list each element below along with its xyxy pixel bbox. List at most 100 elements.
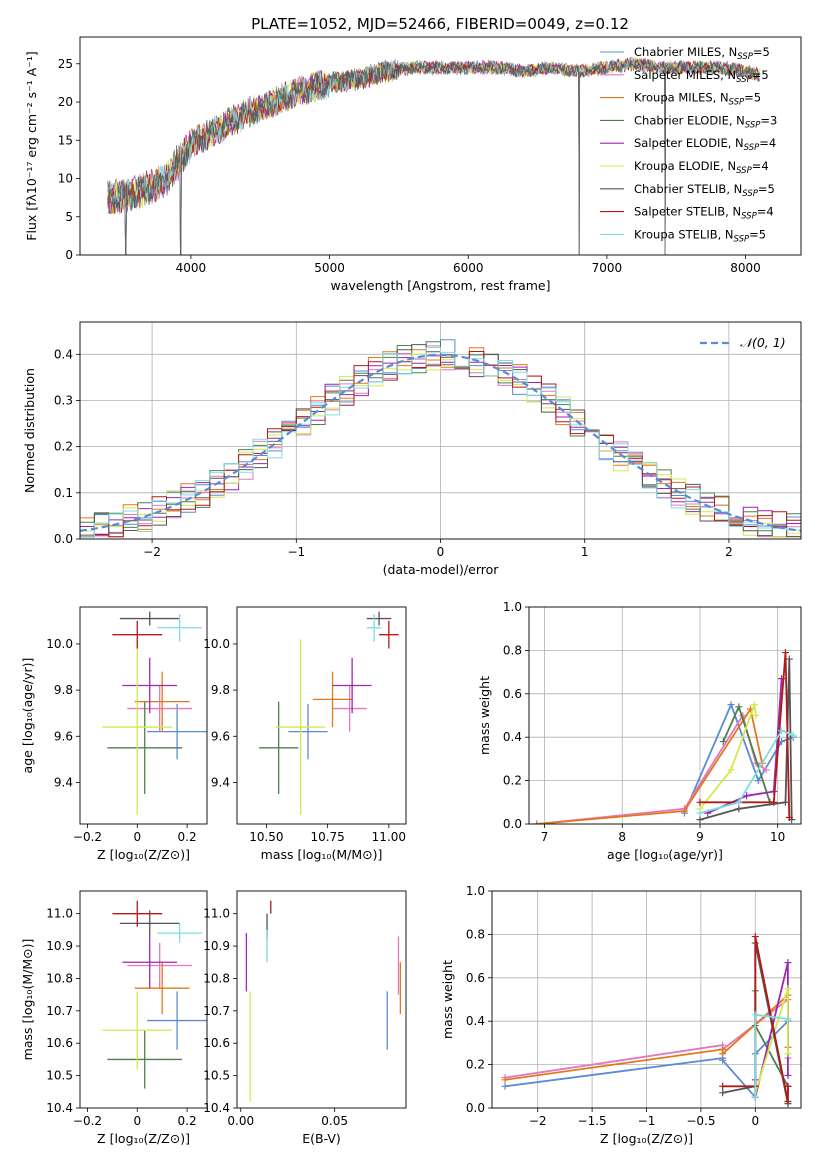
y-tick-label: 25 <box>58 57 73 71</box>
weight-marker <box>735 798 743 806</box>
panel-age_vs_Z: −0.2 0 0.2 9.4 9.6 9.8 10.0 Z [log₁₀(Z/Z⊙)] age … <box>20 606 208 862</box>
plot-area-mass_vs_Z <box>102 900 207 1089</box>
normal-reference-curve <box>80 353 801 532</box>
weight-line-kroupa-elodie <box>699 704 757 810</box>
panel-spectrum: 4000 5000 6000 7000 8000 0 5 10 15 20 25 wavelength… <box>24 36 802 293</box>
y-tick-label: 0.8 <box>466 927 485 941</box>
spectrum-legend: Chabrier MILES, NSSP=5 Salpeter MILES, NS… <box>600 45 777 244</box>
y-tick-label: 10 <box>58 172 73 186</box>
x-tick-label: 2 <box>725 545 733 559</box>
spectrum-line-chabrier-stelib <box>107 57 760 255</box>
weight-marker <box>789 731 797 739</box>
y-axis-label: mass [log₁₀(M/M⊙)] <box>20 939 35 1061</box>
x-tick-label: 0.2 <box>178 1114 197 1128</box>
weight-marker <box>784 1015 792 1023</box>
weight-marker <box>727 701 735 709</box>
x-tick-label: −0.2 <box>73 830 102 844</box>
weight-marker <box>784 985 792 993</box>
y-axis-label: mass weight <box>440 960 455 1039</box>
weight-marker <box>501 1082 509 1090</box>
plot-area-weight_vs_age <box>533 649 797 824</box>
y-tick-label: 11.0 <box>203 907 230 921</box>
weight-marker <box>762 766 770 774</box>
y-tick-label: 0.4 <box>503 730 522 744</box>
plot-area-residuals <box>80 339 801 538</box>
axes-frame <box>236 606 407 825</box>
legend-label: Kroupa MILES, NSSP=5 <box>634 91 761 108</box>
y-tick-label: 9.4 <box>54 775 73 789</box>
x-axis-label: (data-model)/error <box>383 562 500 577</box>
y-tick-label: 0.2 <box>54 440 73 454</box>
y-tick-label: 0.4 <box>466 1014 485 1028</box>
y-tick-label: 1.0 <box>466 884 485 898</box>
weight-marker <box>778 727 786 735</box>
weight-marker <box>754 777 762 785</box>
weight-marker <box>751 1011 759 1019</box>
x-tick-label: 8 <box>618 830 626 844</box>
weight-marker <box>696 816 704 824</box>
x-tick-label: 9 <box>696 830 704 844</box>
y-tick-label: 10.5 <box>46 1069 73 1083</box>
y-tick-label: 9.8 <box>54 683 73 697</box>
x-tick-label: 8000 <box>730 261 761 275</box>
y-tick-label: 9.8 <box>211 683 230 697</box>
x-tick-label: 11.00 <box>372 830 406 844</box>
weight-marker <box>751 933 759 941</box>
spectrum-line-chabrier-elodie <box>107 58 760 255</box>
y-tick-label: 20 <box>58 95 73 109</box>
x-tick-label: 0 <box>751 1114 759 1128</box>
plot-area-spectrum <box>107 56 760 255</box>
weight-marker <box>784 1082 792 1090</box>
legend-label: Salpeter MILES, NSSP=5 <box>634 68 769 85</box>
x-tick-label: 0 <box>133 830 141 844</box>
x-axis-label: wavelength [Angstrom, rest frame] <box>330 278 550 293</box>
plot-area-weight_vs_Z <box>501 933 792 1108</box>
weight-marker <box>501 1076 509 1084</box>
weight-marker <box>727 766 735 774</box>
y-tick-label: 10.4 <box>46 1101 73 1115</box>
y-tick-label: 10.9 <box>46 939 73 953</box>
legend-label: Chabrier ELODIE, NSSP=3 <box>634 113 777 130</box>
y-tick-label: 10.9 <box>203 939 230 953</box>
panel-age_vs_mass: 10.50 10.75 11.00 9.4 9.6 9.8 10.0 mass [log₁₀(… <box>203 606 407 862</box>
y-tick-label: 0.6 <box>466 971 485 985</box>
panel-mass_vs_Z: −0.2 0 0.2 10.4 10.5 10.6 10.7 10.8 10.9 11.0 Z [l… <box>20 890 208 1146</box>
weight-marker <box>743 792 751 800</box>
x-tick-label: 7000 <box>592 261 623 275</box>
legend-label: Kroupa ELODIE, NSSP=4 <box>634 159 769 176</box>
weight-marker <box>770 798 778 806</box>
x-tick-label: −1 <box>638 1114 656 1128</box>
weight-line-chabrier-miles <box>504 1020 789 1100</box>
weight-marker <box>735 805 743 813</box>
figure-title: PLATE=1052, MJD=52466, FIBERID=0049, z=0… <box>251 15 629 33</box>
y-tick-label: 9.6 <box>54 729 73 743</box>
panel-weight_vs_age: 7 8 9 10 0.0 0.2 0.4 0.6 0.8 1.0 age [log₁₀(age/yr… <box>477 600 802 862</box>
x-tick-label: 5000 <box>314 261 345 275</box>
axes-frame <box>491 890 802 1109</box>
y-tick-label: 11.0 <box>46 907 73 921</box>
spectrum-line-chabrier-miles <box>107 58 760 255</box>
legend-label: Chabrier STELIB, NSSP=5 <box>634 182 775 199</box>
weight-marker <box>750 701 758 709</box>
axes-frame <box>528 606 802 825</box>
x-tick-label: 10.50 <box>249 830 283 844</box>
x-tick-label: 0 <box>437 545 445 559</box>
y-axis-label: mass weight <box>477 676 492 755</box>
y-tick-label: 1.0 <box>503 600 522 614</box>
y-tick-label: 0.0 <box>503 817 522 831</box>
x-tick-label: 4000 <box>176 261 207 275</box>
weight-marker <box>784 1071 792 1079</box>
weight-marker <box>719 1056 727 1064</box>
x-tick-label: 0.00 <box>227 1114 254 1128</box>
y-tick-label: 0.0 <box>54 532 73 546</box>
y-tick-label: 0.2 <box>466 1058 485 1072</box>
y-tick-label: 9.6 <box>211 729 230 743</box>
axes-frame <box>79 321 802 540</box>
y-axis-label: Flux [fλ10⁻¹⁷ erg cm⁻² s⁻¹ A⁻¹] <box>24 51 39 240</box>
weight-marker <box>784 1097 792 1105</box>
x-tick-label: 10 <box>770 830 785 844</box>
y-tick-label: 15 <box>58 133 73 147</box>
plot-area-age_vs_mass <box>259 611 399 815</box>
y-tick-label: 10.6 <box>46 1036 73 1050</box>
